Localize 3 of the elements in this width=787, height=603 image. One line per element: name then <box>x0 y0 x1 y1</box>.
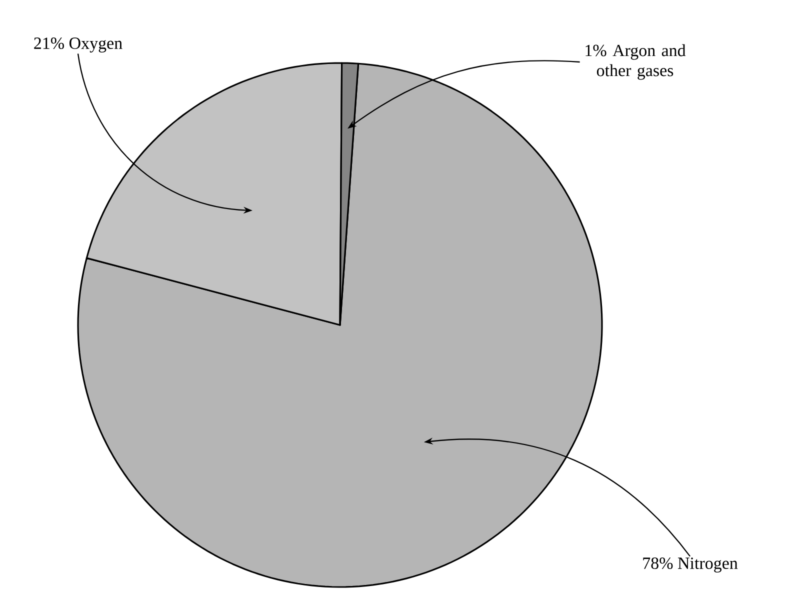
slice-label: 1% Argon and other gases <box>586 44 686 80</box>
slice-label: 21% Oxygen <box>34 38 122 52</box>
slice-label: 78% Nitrogen <box>643 558 738 572</box>
